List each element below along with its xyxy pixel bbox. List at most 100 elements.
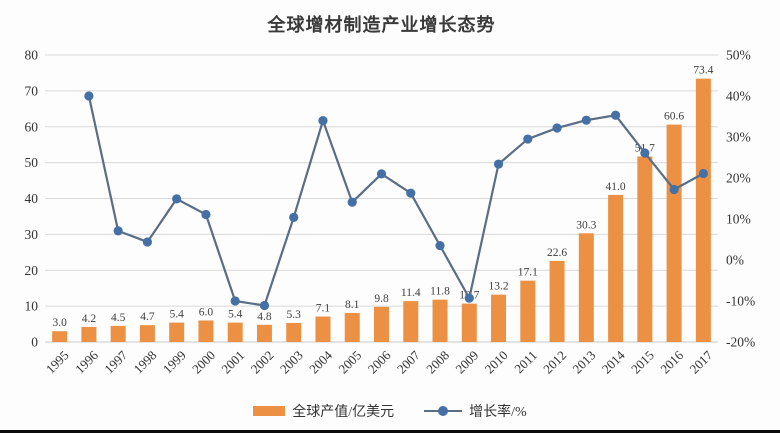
bar-2004	[315, 316, 331, 342]
bar-2013	[578, 233, 594, 342]
x-axis-label-2012: 2012	[540, 348, 569, 377]
growth-rate-marker	[669, 184, 679, 195]
bar-2006	[374, 306, 389, 342]
left-axis-tick-label: 40	[25, 191, 39, 206]
bar-2016	[666, 124, 682, 342]
bar-series-swatch	[253, 406, 286, 416]
bar-2003	[286, 322, 302, 342]
bar-value-label: 4.5	[111, 312, 126, 324]
x-axis-label-2016: 2016	[657, 347, 686, 376]
bar-value-label: 73.4	[693, 65, 713, 77]
growth-rate-marker	[84, 91, 94, 101]
bar-value-label: 7.1	[316, 303, 331, 315]
line-marker-dot	[438, 406, 449, 416]
bar-value-label: 60.6	[664, 111, 684, 123]
right-axis-tick-label: 10%	[726, 212, 751, 227]
bar-2011	[520, 280, 536, 342]
x-axis-label-2000: 2000	[189, 348, 218, 377]
line-series-swatch	[424, 406, 463, 416]
legend-label-growth-rate: 增长率/%	[469, 405, 527, 420]
x-axis-label-2015: 2015	[628, 348, 657, 377]
growth-rate-marker	[347, 197, 357, 207]
growth-rate-marker	[552, 123, 562, 133]
x-axis-label-2013: 2013	[569, 348, 598, 377]
growth-rate-line	[87, 95, 704, 307]
legend-item-global-output: 全球产值/亿美元	[253, 401, 394, 421]
growth-rate-marker	[610, 110, 621, 120]
right-axis-tick-label: 30%	[726, 130, 751, 145]
x-axis-label-1997: 1997	[101, 347, 130, 376]
bar-2015	[637, 156, 653, 342]
bar-value-label: 17.1	[518, 267, 538, 279]
x-axis-label-2011: 2011	[511, 348, 540, 377]
growth-rate-marker	[318, 116, 328, 126]
right-axis-tick-label: -20%	[726, 335, 755, 350]
x-axis-label-2006: 2006	[365, 347, 394, 376]
left-axis-tick-label: 20	[25, 263, 39, 278]
left-axis-tick-label: 70	[25, 83, 39, 98]
growth-rate-marker	[289, 212, 299, 222]
growth-rate-marker	[698, 168, 708, 179]
legend-label-global-output: 全球产值/亿美元	[292, 405, 395, 420]
x-axis-label-1999: 1999	[160, 348, 189, 377]
bar-2014	[608, 194, 624, 342]
bar-value-label: 6.0	[199, 306, 214, 318]
bar-value-label: 8.1	[345, 299, 360, 311]
growth-rate-marker	[406, 188, 416, 198]
bar-2008	[432, 299, 448, 342]
bottom-border	[0, 430, 780, 433]
bar-2002	[256, 324, 272, 342]
bar-1999	[169, 322, 185, 342]
bar-value-label: 5.3	[287, 309, 302, 321]
legend-item-growth-rate: 增长率/%	[424, 401, 527, 421]
right-axis-tick-label: 50%	[726, 48, 751, 63]
bar-1996	[81, 326, 97, 342]
bar-1995	[52, 331, 68, 342]
x-axis-label-2005: 2005	[335, 348, 364, 377]
growth-rate-marker	[464, 293, 474, 303]
bar-value-label: 30.3	[576, 219, 596, 231]
bar-value-label: 41.0	[606, 181, 626, 193]
left-axis-tick-label: 50	[25, 155, 39, 170]
bar-value-label: 4.8	[257, 311, 272, 323]
growth-rate-marker	[172, 194, 182, 204]
x-axis-label-1995: 1995	[43, 348, 72, 377]
growth-rate-marker	[523, 134, 533, 144]
growth-rate-marker	[259, 300, 270, 311]
x-axis-label-2010: 2010	[482, 348, 511, 377]
right-axis-tick-label: 40%	[726, 89, 751, 104]
bar-2000	[198, 320, 214, 342]
legend: 全球产值/亿美元 增长率/%	[0, 398, 780, 424]
left-axis-tick-label: 0	[31, 335, 38, 350]
bar-2005	[344, 312, 360, 342]
bar-value-label: 11.4	[401, 287, 421, 299]
x-axis-label-1998: 1998	[131, 348, 160, 377]
growth-rate-marker	[113, 226, 123, 236]
bar-value-label: 5.4	[169, 309, 184, 321]
growth-rate-marker	[493, 159, 504, 169]
bar-2001	[227, 322, 243, 342]
bar-2009	[461, 303, 477, 342]
x-axis-label-2009: 2009	[452, 348, 481, 377]
bar-value-label: 11.8	[430, 286, 450, 298]
x-axis-label-2014: 2014	[599, 347, 628, 376]
bar-value-label: 4.2	[82, 313, 97, 325]
bar-value-label: 22.6	[547, 247, 567, 259]
growth-rate-marker	[230, 296, 240, 306]
x-axis-label-2007: 2007	[394, 347, 423, 376]
bar-2012	[549, 260, 565, 342]
x-axis-label-2004: 2004	[306, 347, 335, 376]
bar-value-label: 9.8	[374, 293, 389, 305]
left-axis-tick-label: 10	[25, 299, 39, 314]
right-axis-tick-label: -10%	[726, 294, 755, 309]
chart-title: 全球增材制造产业增长态势	[267, 15, 496, 35]
bar-2007	[403, 301, 419, 342]
growth-rate-marker	[201, 209, 211, 220]
bar-2010	[491, 294, 507, 342]
growth-rate-marker	[142, 237, 153, 247]
growth-rate-marker	[581, 115, 591, 125]
left-axis-tick-label: 60	[25, 119, 39, 134]
x-axis-label-2008: 2008	[423, 348, 452, 377]
